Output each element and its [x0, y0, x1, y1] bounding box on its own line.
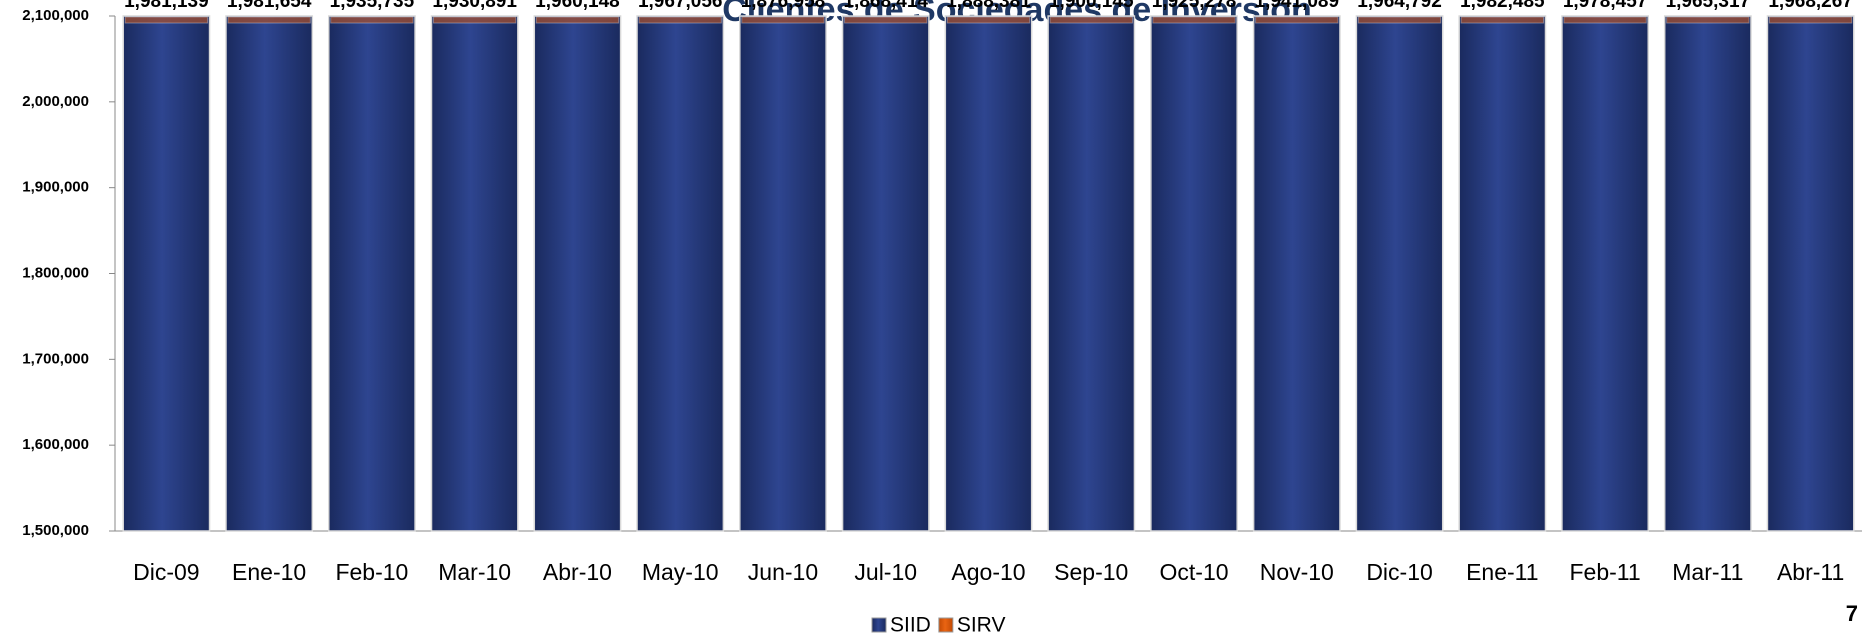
y-tick-label: 1,800,000: [22, 264, 89, 281]
x-tick-label: Nov-10: [1260, 559, 1334, 585]
bar-segment: [944, 15, 1033, 532]
bar-segment: [1663, 15, 1752, 532]
bar-segment: [636, 15, 725, 532]
legend-swatch: [938, 617, 954, 633]
page-number: 7: [1846, 601, 1858, 626]
x-tick-label: Mar-10: [438, 559, 511, 585]
bar-segment: [1766, 15, 1855, 532]
bar-bevel: [1049, 16, 1133, 24]
data-label: 1,935,735: [330, 0, 415, 12]
x-tick-label: Jul-10: [854, 559, 917, 585]
x-tick-label: Dic-09: [133, 559, 199, 585]
x-tick-label: Abr-10: [543, 559, 612, 585]
bar-bevel: [844, 16, 928, 24]
x-tick-label: Sep-10: [1054, 559, 1128, 585]
data-label: 1,960,148: [535, 0, 620, 12]
bar-bevel: [741, 16, 825, 24]
bar-segment: [1458, 15, 1547, 532]
bar-bevel: [330, 16, 414, 24]
legend-label: SIID: [890, 614, 931, 637]
data-label: 1,981,139: [124, 0, 209, 12]
legend-label: SIRV: [957, 614, 1006, 637]
bar-segment: [328, 15, 416, 532]
y-tick-label: 2,100,000: [22, 7, 89, 24]
x-tick-label: Ene-11: [1466, 559, 1538, 585]
bar-bevel: [1666, 16, 1750, 24]
x-tick-label: Feb-11: [1570, 559, 1641, 585]
x-tick-label: Abr-11: [1777, 559, 1844, 585]
data-label: 1,964,792: [1357, 0, 1442, 12]
data-label: 1,978,457: [1563, 0, 1648, 12]
bar-segment: [122, 15, 211, 532]
bar-bevel: [433, 16, 517, 24]
x-tick-label: Feb-10: [335, 559, 408, 585]
y-tick-label: 1,600,000: [22, 436, 89, 453]
x-tick-label: Jun-10: [748, 559, 818, 585]
data-label: 1,981,654: [227, 0, 312, 12]
x-tick-label: Ene-10: [232, 559, 306, 585]
x-tick-label: Mar-11: [1672, 559, 1743, 585]
data-label: 1,965,317: [1666, 0, 1751, 12]
bar-segment: [430, 15, 519, 532]
bar-bevel: [124, 16, 209, 24]
bar-segment: [1561, 15, 1649, 532]
bar-bevel: [1563, 16, 1647, 24]
bar-segment: [533, 15, 622, 532]
bar-segment: [841, 15, 930, 532]
data-label: 1,868,414: [843, 0, 928, 12]
x-tick-label: Dic-10: [1366, 559, 1432, 585]
bar-segment: [1150, 15, 1238, 532]
bar-bevel: [1152, 16, 1236, 24]
bar-segment: [1252, 15, 1341, 532]
bar-bevel: [1255, 16, 1339, 24]
bar-bevel: [227, 16, 311, 24]
bar-bevel: [1460, 16, 1544, 24]
data-label: 1,941,089: [1255, 0, 1340, 12]
bar-bevel: [1357, 16, 1442, 24]
y-tick-label: 2,000,000: [22, 93, 89, 110]
x-tick-label: Ago-10: [951, 559, 1025, 585]
bar-segment: [1355, 15, 1444, 532]
data-label: 1,900,145: [1049, 0, 1134, 12]
data-label: 1,982,485: [1460, 0, 1545, 12]
bar-bevel: [946, 16, 1031, 24]
bar-bevel: [535, 16, 620, 24]
y-tick-label: 1,700,000: [22, 350, 89, 367]
bar-bevel: [1768, 16, 1853, 24]
y-tick-label: 1,900,000: [22, 179, 89, 196]
bar-segment: [739, 15, 827, 532]
bar-segment: [225, 15, 314, 532]
data-label: 1,967,056: [638, 0, 723, 12]
data-label: 1,968,267: [1768, 0, 1853, 12]
data-label: 1,888,381: [946, 0, 1031, 12]
bar-bevel: [638, 16, 722, 24]
legend-swatch: [871, 617, 887, 633]
y-tick-label: 1,500,000: [22, 522, 89, 539]
data-label: 1,925,278: [1152, 0, 1237, 12]
data-label: 1,930,891: [432, 0, 517, 12]
x-tick-label: May-10: [642, 559, 719, 585]
x-tick-label: Oct-10: [1160, 559, 1229, 585]
bar-segment: [1047, 15, 1136, 532]
data-label: 1,876,958: [741, 0, 826, 12]
